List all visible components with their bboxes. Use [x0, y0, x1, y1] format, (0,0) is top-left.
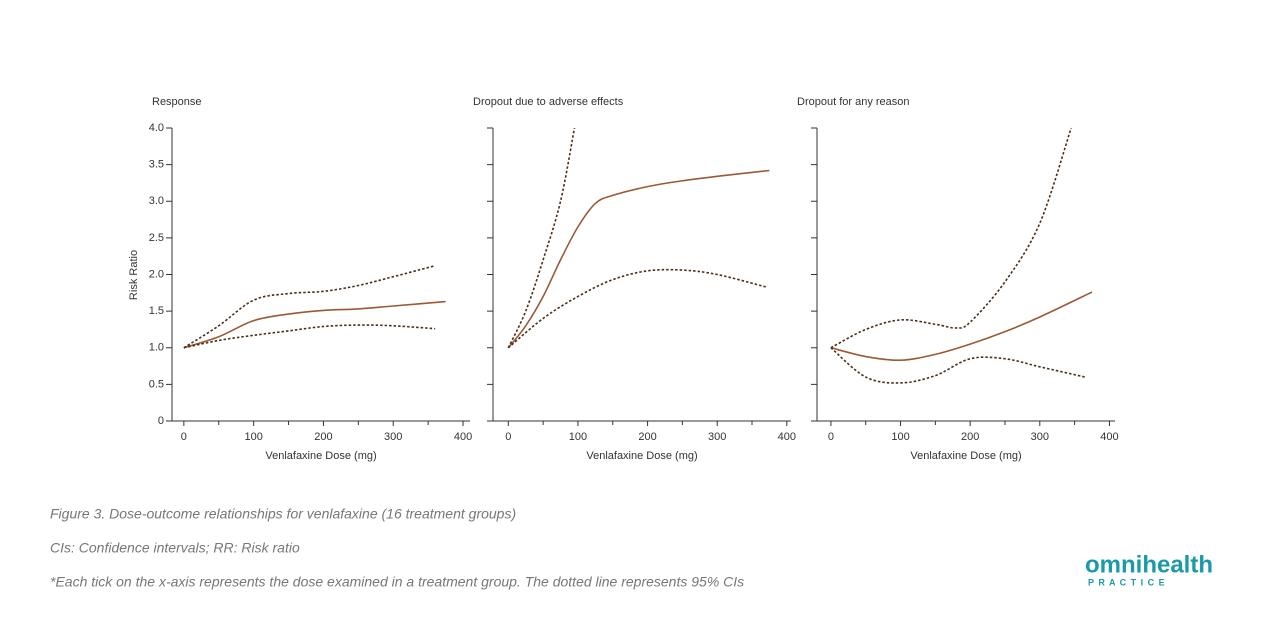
x-tick-label: 100 — [891, 431, 909, 443]
y-tick-label: 1.5 — [149, 305, 164, 317]
x-tick-label: 0 — [181, 431, 187, 443]
x-tick-label: 0 — [505, 431, 511, 443]
x-tick-label: 100 — [244, 431, 262, 443]
estimate-line — [830, 291, 1093, 362]
note: *Each tick on the x-axis represents the … — [50, 574, 744, 590]
panel-title: Response — [152, 96, 202, 108]
ci-line — [830, 127, 1072, 349]
y-tick-label: 0 — [158, 415, 164, 427]
x-tick-label: 300 — [384, 431, 402, 443]
ci-line — [830, 347, 1086, 384]
ci-line — [507, 268, 767, 349]
x-tick-label: 300 — [708, 431, 726, 443]
y-tick-label: 2.5 — [149, 232, 164, 244]
ci-line — [507, 127, 576, 349]
x-tick-label: 300 — [1031, 431, 1049, 443]
estimate-line — [507, 169, 770, 349]
x-axis-label: Venlafaxine Dose (mg) — [265, 450, 376, 462]
y-tick-label: 3.0 — [149, 195, 164, 207]
panel-title: Dropout for any reason — [797, 96, 910, 108]
x-tick-label: 400 — [1100, 431, 1118, 443]
logo-name: omnihealth — [1085, 551, 1213, 578]
x-tick-label: 200 — [638, 431, 656, 443]
x-tick-label: 0 — [828, 431, 834, 443]
x-tick-label: 400 — [778, 431, 796, 443]
x-axis-label: Venlafaxine Dose (mg) — [586, 450, 697, 462]
y-axis-label: Risk Ratio — [128, 250, 140, 300]
y-tick-label: 2.0 — [149, 268, 164, 280]
y-tick-label: 0.5 — [149, 378, 164, 390]
y-tick-label: 4.0 — [149, 122, 164, 134]
x-tick-label: 200 — [961, 431, 979, 443]
note: CIs: Confidence intervals; RR: Risk rati… — [50, 540, 300, 556]
panel-title: Dropout due to adverse effects — [473, 96, 624, 108]
x-axis-label: Venlafaxine Dose (mg) — [910, 450, 1021, 462]
x-tick-label: 200 — [314, 431, 332, 443]
logo-tagline: P R A C T I C E — [1088, 577, 1166, 587]
y-tick-label: 1.0 — [149, 342, 164, 354]
x-tick-label: 100 — [569, 431, 587, 443]
estimate-line — [183, 300, 446, 349]
x-tick-label: 400 — [454, 431, 472, 443]
ci-line — [183, 324, 436, 349]
y-tick-label: 3.5 — [149, 159, 164, 171]
figure-caption: Figure 3. Dose-outcome relationships for… — [50, 506, 516, 522]
